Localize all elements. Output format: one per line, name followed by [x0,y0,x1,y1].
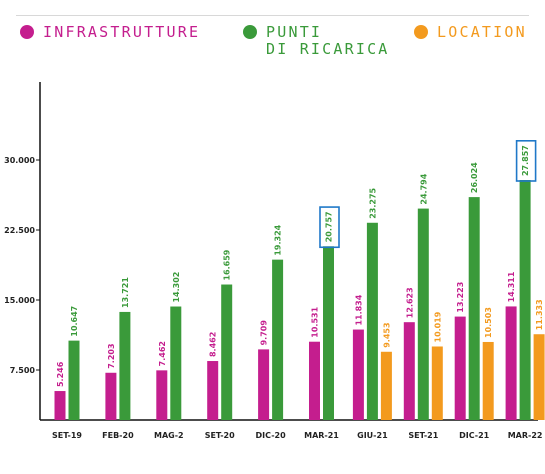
bar-infrastrutture [258,349,270,420]
data-label: 13.721 [121,277,130,308]
data-label: 16.659 [223,249,232,280]
bar-punti-di-ricarica [519,180,531,420]
data-label: 5.246 [56,361,65,387]
bar-location [431,346,443,420]
x-category-label: MAR-22 [508,431,543,440]
x-category-label: DIC-20 [256,431,287,440]
bar-punti-di-ricarica [221,284,233,420]
data-label: 9.709 [260,320,269,346]
data-label: 19.324 [274,224,283,255]
x-category-label: SET-20 [205,431,235,440]
bar-infrastrutture [309,341,320,420]
bar-punti-di-ricarica [272,259,284,420]
bar-punti-di-ricarica [417,208,429,420]
x-category-label: SET-21 [408,431,438,440]
bar-infrastrutture [352,329,364,420]
data-label: 27.857 [521,145,530,176]
bar-location [482,341,494,420]
bar-punti-di-ricarica [119,311,131,420]
bar-infrastrutture [105,372,117,420]
bar-location [533,334,545,420]
data-label: 20.757 [325,211,334,242]
legend-item-infrastrutture: INFRASTRUTTURE [20,24,200,41]
bar-location [380,351,392,420]
data-label: 23.275 [368,187,377,218]
bar-infrastrutture [505,306,517,420]
header-divider [16,15,529,16]
data-label: 9.453 [382,322,391,347]
data-label: 10.531 [311,306,320,337]
legend-item-punti-di-ricarica: PUNTI DI RICARICA [243,24,390,58]
data-label: 10.503 [484,307,493,338]
legend-label-location: LOCATION [437,23,527,41]
data-label: 14.302 [172,272,181,303]
legend-dot-location [414,25,428,39]
bar-punti-di-ricarica [68,340,80,420]
data-label: 12.623 [405,287,414,318]
bar-infrastrutture [403,322,415,420]
data-label: 7.462 [158,341,167,366]
data-label: 24.794 [419,173,428,204]
highlight-box [319,206,340,249]
bar-infrastrutture [454,316,466,420]
data-label: 10.647 [70,306,79,337]
data-label: 10.019 [433,311,442,342]
x-category-label: FEB-20 [102,431,134,440]
highlight-box [515,140,537,182]
data-label: 26.024 [470,162,479,193]
y-tick-label: 22.500 [4,226,35,235]
data-label: 14.311 [507,271,516,302]
x-category-label: MAR-21 [304,431,339,440]
y-tick-label: 30.000 [4,156,35,165]
data-label: 8.462 [209,332,218,357]
x-category-label: DIC-21 [459,431,490,440]
bar-punti-di-ricarica [468,197,480,420]
legend-label-punti-di-ricarica: PUNTI DI RICARICA [266,23,390,58]
bar-infrastrutture [207,361,219,420]
legend-label-infrastrutture: INFRASTRUTTURE [43,23,201,41]
data-label: 11.333 [535,299,544,330]
bar-punti-di-ricarica [366,222,378,420]
x-category-label: SET-19 [52,431,82,440]
bar-infrastrutture [156,370,168,420]
legend-dot-punti-di-ricarica [243,25,257,39]
bar-punti-di-ricarica [170,306,182,420]
bar-punti-di-ricarica [323,246,334,420]
bar-infrastrutture [54,391,66,420]
data-label: 13.223 [456,282,465,313]
data-label: 7.203 [107,343,116,368]
x-category-label: MAG-2 [154,431,184,440]
legend-dot-infrastrutture [20,25,34,39]
y-tick-label: 15.000 [4,296,35,305]
data-label: 11.834 [354,294,363,325]
y-tick-label: 7.500 [10,366,36,375]
legend-item-location: LOCATION [414,24,527,41]
x-category-label: GIU-21 [357,431,388,440]
